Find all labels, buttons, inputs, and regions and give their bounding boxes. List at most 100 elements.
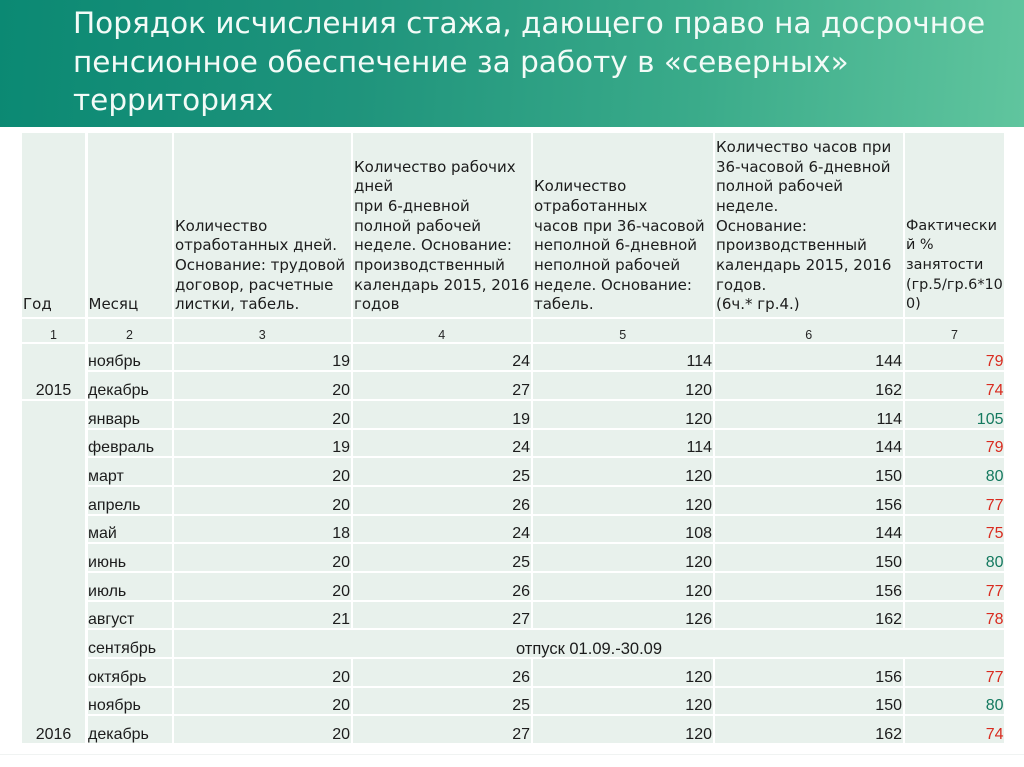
month-cell: август — [87, 601, 172, 629]
column-number-3: 3 — [174, 318, 351, 342]
percent-cell: 77 — [905, 486, 1004, 514]
column-number-6: 6 — [715, 318, 903, 342]
hours-worked-cell: 120 — [533, 687, 713, 715]
column-header-4: Количество рабочих дней при 6-дневной по… — [353, 133, 531, 317]
month-cell: декабрь — [87, 716, 172, 744]
footer-divider — [0, 754, 1024, 755]
hours-norm-cell: 144 — [715, 429, 903, 457]
days-worked-cell: 20 — [174, 544, 351, 571]
month-cell: ноябрь — [87, 687, 172, 715]
vacation-cell: отпуск 01.09.-30.09 — [174, 630, 1004, 657]
hours-worked-cell: 126 — [533, 601, 713, 629]
hours-norm-cell: 150 — [715, 687, 903, 715]
column-header-2: Месяц — [87, 133, 172, 317]
month-cell: июль — [87, 573, 172, 600]
column-number-7: 7 — [905, 318, 1004, 342]
year-cell: 2015 — [22, 343, 85, 399]
days-worked-cell: 20 — [174, 659, 351, 686]
month-cell: октябрь — [87, 659, 172, 686]
month-cell: июнь — [87, 544, 172, 571]
days-worked-cell: 20 — [174, 716, 351, 744]
hours-norm-cell: 162 — [715, 372, 903, 399]
hours-norm-cell: 150 — [715, 458, 903, 485]
hours-worked-cell: 120 — [533, 544, 713, 571]
hours-worked-cell: 120 — [533, 716, 713, 744]
year-cell: 2016 — [22, 400, 85, 744]
hours-worked-cell: 120 — [533, 659, 713, 686]
hours-norm-cell: 150 — [715, 544, 903, 571]
work-days-cell: 24 — [353, 429, 531, 457]
percent-cell: 78 — [905, 601, 1004, 629]
month-cell: ноябрь — [87, 343, 172, 371]
hours-norm-cell: 114 — [715, 400, 903, 428]
work-days-cell: 24 — [353, 515, 531, 543]
column-number-1: 1 — [22, 318, 85, 342]
work-days-cell: 25 — [353, 687, 531, 715]
percent-cell: 80 — [905, 544, 1004, 571]
percent-cell: 74 — [905, 372, 1004, 399]
percent-cell: 77 — [905, 659, 1004, 686]
month-cell: март — [87, 458, 172, 485]
slide-title: Порядок исчисления стажа, дающего право … — [73, 6, 986, 118]
days-worked-cell: 20 — [174, 400, 351, 428]
hours-norm-cell: 144 — [715, 515, 903, 543]
percent-cell: 80 — [905, 687, 1004, 715]
work-days-cell: 27 — [353, 716, 531, 744]
work-days-cell: 26 — [353, 486, 531, 514]
hours-norm-cell: 162 — [715, 601, 903, 629]
days-worked-cell: 20 — [174, 372, 351, 399]
work-days-cell: 25 — [353, 458, 531, 485]
hours-worked-cell: 114 — [533, 343, 713, 371]
work-days-cell: 19 — [353, 400, 531, 428]
hours-worked-cell: 114 — [533, 429, 713, 457]
hours-worked-cell: 120 — [533, 400, 713, 428]
days-worked-cell: 19 — [174, 343, 351, 371]
days-worked-cell: 19 — [174, 429, 351, 457]
month-cell: февраль — [87, 429, 172, 457]
column-header-1: Год — [22, 133, 85, 317]
work-time-table: Год Месяц Количество отработанных дней. Ос… — [22, 133, 1004, 744]
days-worked-cell: 20 — [174, 458, 351, 485]
work-days-cell: 26 — [353, 573, 531, 600]
column-number-5: 5 — [533, 318, 713, 342]
hours-norm-cell: 162 — [715, 716, 903, 744]
column-number-4: 4 — [353, 318, 531, 342]
hours-norm-cell: 156 — [715, 659, 903, 686]
column-header-5: Количество отработанных часов при 36-час… — [533, 133, 713, 317]
hours-worked-cell: 120 — [533, 486, 713, 514]
hours-worked-cell: 120 — [533, 458, 713, 485]
work-days-cell: 27 — [353, 372, 531, 399]
days-worked-cell: 20 — [174, 573, 351, 600]
header-band: Порядок исчисления стажа, дающего право … — [0, 0, 1024, 127]
month-cell: декабрь — [87, 372, 172, 399]
month-cell: апрель — [87, 486, 172, 514]
hours-worked-cell: 120 — [533, 573, 713, 600]
work-days-cell: 24 — [353, 343, 531, 371]
percent-cell: 79 — [905, 343, 1004, 371]
column-header-7: Фактически й % занятости (гр.5/гр.6*10 0… — [905, 133, 1004, 317]
percent-cell: 74 — [905, 716, 1004, 744]
month-cell: май — [87, 515, 172, 543]
days-worked-cell: 20 — [174, 687, 351, 715]
hours-worked-cell: 120 — [533, 372, 713, 399]
work-days-cell: 27 — [353, 601, 531, 629]
percent-cell: 80 — [905, 458, 1004, 485]
hours-norm-cell: 156 — [715, 486, 903, 514]
hours-norm-cell: 144 — [715, 343, 903, 371]
month-cell: январь — [87, 400, 172, 428]
month-cell: сентябрь — [87, 630, 172, 658]
percent-cell: 79 — [905, 429, 1004, 457]
days-worked-cell: 21 — [174, 601, 351, 629]
percent-cell: 75 — [905, 515, 1004, 543]
hours-norm-cell: 156 — [715, 573, 903, 600]
days-worked-cell: 20 — [174, 486, 351, 514]
hours-worked-cell: 108 — [533, 515, 713, 543]
percent-cell: 77 — [905, 573, 1004, 600]
work-days-cell: 25 — [353, 544, 531, 571]
column-header-3: Количество отработанных дней. Основание:… — [174, 133, 351, 317]
days-worked-cell: 18 — [174, 515, 351, 543]
column-number-2: 2 — [87, 318, 172, 342]
percent-cell: 105 — [905, 400, 1004, 428]
column-header-6: Количество часов при 36-часовой 6-дневно… — [715, 133, 903, 317]
